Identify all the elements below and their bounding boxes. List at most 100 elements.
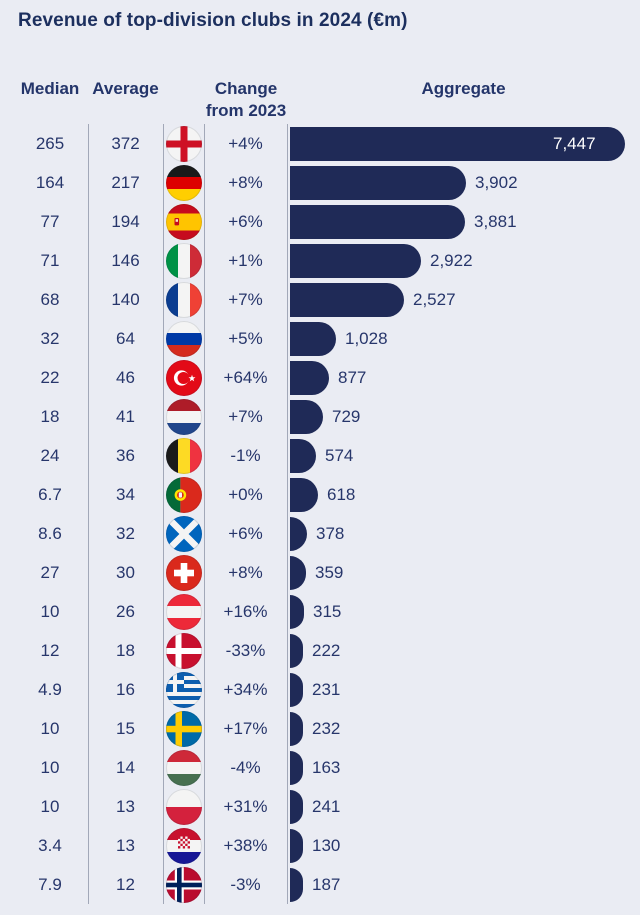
aggregate-bar xyxy=(290,360,329,395)
bar-area: 574 xyxy=(287,436,640,475)
change-value: +38% xyxy=(223,835,268,855)
average-value: 46 xyxy=(116,367,135,387)
change-value: +5% xyxy=(228,328,263,348)
median-value: 10 xyxy=(40,757,60,777)
table-row: 3.4 13 +38% 130 xyxy=(0,826,640,865)
austria-flag-icon xyxy=(165,593,202,630)
aggregate-value: 222 xyxy=(312,641,341,660)
bar-area: 877 xyxy=(287,358,640,397)
aggregate-value: 378 xyxy=(316,524,345,543)
column-divider-line xyxy=(287,124,288,904)
change-value: +64% xyxy=(223,367,268,387)
change-value: +17% xyxy=(223,718,268,738)
average-value: 14 xyxy=(116,757,135,777)
change-value: +4% xyxy=(228,133,263,153)
average-value: 217 xyxy=(111,172,140,192)
bar-area: 2,922 xyxy=(287,241,640,280)
average-value: 15 xyxy=(116,718,135,738)
change-value: +7% xyxy=(228,289,263,309)
turkey-flag-icon xyxy=(165,359,202,396)
median-value: 12 xyxy=(40,640,60,660)
table-row: 4.9 16 +34% 231 xyxy=(0,670,640,709)
country-flag xyxy=(163,749,204,786)
average-value: 36 xyxy=(116,445,135,465)
france-flag-icon xyxy=(165,281,202,318)
aggregate-value: 232 xyxy=(312,719,341,738)
table-row: 8.6 32 +6% 378 xyxy=(0,514,640,553)
median-value: 4.9 xyxy=(38,679,62,699)
change-value: +6% xyxy=(228,211,263,231)
bar-area: 241 xyxy=(287,787,640,826)
bar-area: 187 xyxy=(287,865,640,904)
bar-area: 2,527 xyxy=(287,280,640,319)
column-divider-line xyxy=(88,124,89,904)
country-flag xyxy=(163,593,204,630)
table-row: 6.7 34 +0% 618 xyxy=(0,475,640,514)
country-flag xyxy=(163,164,204,201)
column-header-change: Change from 2023 xyxy=(196,78,296,122)
median-value: 3.4 xyxy=(38,835,62,855)
table-row: 12 18 -33% 222 xyxy=(0,631,640,670)
bar-area: 130 xyxy=(287,826,640,865)
portugal-flag-icon xyxy=(165,476,202,513)
bar-area: 3,902 xyxy=(287,163,640,202)
country-flag xyxy=(163,242,204,279)
average-value: 13 xyxy=(116,796,135,816)
bar-area: 3,881 xyxy=(287,202,640,241)
aggregate-value: 3,881 xyxy=(474,212,517,231)
bar-area: 729 xyxy=(287,397,640,436)
bar-area: 7,447 xyxy=(287,124,640,163)
median-value: 10 xyxy=(40,718,60,738)
country-flag xyxy=(163,671,204,708)
table-row: 32 64 +5% 1,028 xyxy=(0,319,640,358)
aggregate-value: 231 xyxy=(312,680,341,699)
average-value: 140 xyxy=(111,289,140,309)
country-flag xyxy=(163,710,204,747)
table-row: 68 140 +7% 2,527 xyxy=(0,280,640,319)
aggregate-bar xyxy=(290,399,323,434)
bar-area: 163 xyxy=(287,748,640,787)
croatia-flag-icon xyxy=(165,827,202,864)
country-flag xyxy=(163,203,204,240)
country-flag xyxy=(163,788,204,825)
spain-flag-icon xyxy=(165,203,202,240)
median-value: 265 xyxy=(35,133,65,153)
country-flag xyxy=(163,554,204,591)
median-value: 6.7 xyxy=(38,484,62,504)
bar-area: 222 xyxy=(287,631,640,670)
aggregate-bar xyxy=(290,828,303,863)
country-flag xyxy=(163,632,204,669)
average-value: 146 xyxy=(111,250,140,270)
average-value: 32 xyxy=(116,523,135,543)
switzerland-flag-icon xyxy=(165,554,202,591)
aggregate-value: 163 xyxy=(312,758,341,777)
average-value: 30 xyxy=(116,562,135,582)
italy-flag-icon xyxy=(165,242,202,279)
poland-flag-icon xyxy=(165,788,202,825)
average-value: 64 xyxy=(116,328,135,348)
norway-flag-icon xyxy=(165,866,202,903)
average-value: 34 xyxy=(116,484,135,504)
column-header-change-line2: from 2023 xyxy=(205,101,287,120)
change-value: -33% xyxy=(225,640,266,660)
country-flag xyxy=(163,125,204,162)
country-flag xyxy=(163,398,204,435)
aggregate-bar xyxy=(290,243,421,278)
aggregate-bar xyxy=(290,594,304,629)
aggregate-value: 315 xyxy=(313,602,342,621)
greece-flag-icon xyxy=(165,671,202,708)
aggregate-value: 3,902 xyxy=(475,173,518,192)
median-value: 71 xyxy=(40,250,60,270)
column-header-median: Median xyxy=(20,79,80,98)
aggregate-bar xyxy=(290,633,303,668)
country-flag xyxy=(163,476,204,513)
country-flag xyxy=(163,320,204,357)
median-value: 7.9 xyxy=(38,874,62,894)
change-value: +16% xyxy=(223,601,268,621)
aggregate-bar xyxy=(290,282,404,317)
aggregate-value: 618 xyxy=(327,485,356,504)
bar-area: 359 xyxy=(287,553,640,592)
aggregate-bar xyxy=(290,750,303,785)
aggregate-value: 130 xyxy=(312,836,341,855)
